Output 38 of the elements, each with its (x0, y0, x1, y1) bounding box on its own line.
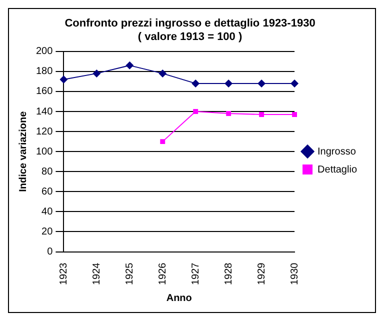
x-tick-label: 1929 (256, 262, 268, 286)
point (92, 69, 101, 78)
point (290, 79, 299, 88)
x-tick-label: 1925 (124, 262, 136, 286)
point (158, 69, 167, 78)
y-tick-label: 40 (42, 206, 54, 218)
y-tick-label: 140 (36, 106, 54, 118)
point (292, 112, 298, 117)
y-tick-label: 80 (42, 166, 54, 178)
point (259, 112, 264, 117)
y-tick-label: 20 (42, 226, 54, 238)
point (126, 61, 134, 70)
x-tick-label: 1923 (58, 262, 70, 286)
point (60, 75, 68, 84)
y-tick-label: 0 (47, 246, 54, 258)
y-tick-label: 160 (36, 86, 54, 98)
point (192, 79, 200, 88)
point (226, 111, 232, 116)
y-tick-label: 100 (36, 146, 54, 158)
x-tick-label: 1926 (157, 262, 168, 286)
y-tick-label: 180 (36, 66, 54, 78)
x-tick-label: 1924 (91, 262, 102, 286)
y-tick-label: 60 (42, 186, 54, 198)
x-tick-label: 1927 (190, 262, 202, 286)
x-tick-label: 1928 (223, 262, 234, 286)
legend-label: Ingrosso (318, 146, 356, 158)
text: Confronto prezzi ingrosso e dettaglio 1923-1930 (64, 18, 316, 30)
point (160, 139, 166, 144)
point (224, 79, 233, 88)
legend-label: Dettaglio (318, 164, 358, 176)
x-tick-label: 1930 (289, 262, 300, 286)
x-axis-title: Anno (166, 292, 192, 304)
text: ( valore 1913 = 100 ) (138, 30, 242, 43)
point (193, 109, 198, 114)
y-axis-title: Indice variazione (18, 110, 29, 192)
y-tick-label: 200 (36, 46, 54, 58)
point (258, 79, 266, 88)
y-tick-label: 120 (36, 126, 54, 138)
